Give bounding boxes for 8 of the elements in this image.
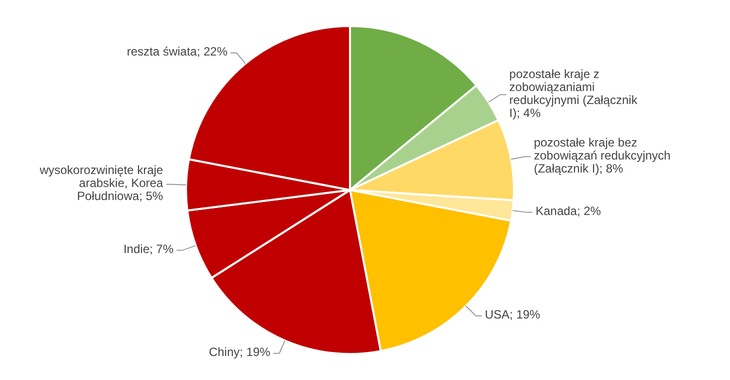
slice-label: pozostałe kraje z zobowiązaniami redukcyjnymi (Załącznik I); 4% [509,66,638,120]
slice-label: Indie; 7% [123,242,174,256]
slice-label: reszta świata; 22% [126,44,228,59]
slice-label: Chiny; 19% [208,345,271,360]
slice-label: USA; 19% [484,308,541,322]
slice-label: Kanada; 2% [536,204,602,218]
slice-label: pozostałe kraje bez zobowiązań redukcyjnych (Załącznik I); 8% [534,135,671,176]
slice-label: wysokorozwinięte kraje arabskie, Korea Południowa; 5% [38,163,164,204]
